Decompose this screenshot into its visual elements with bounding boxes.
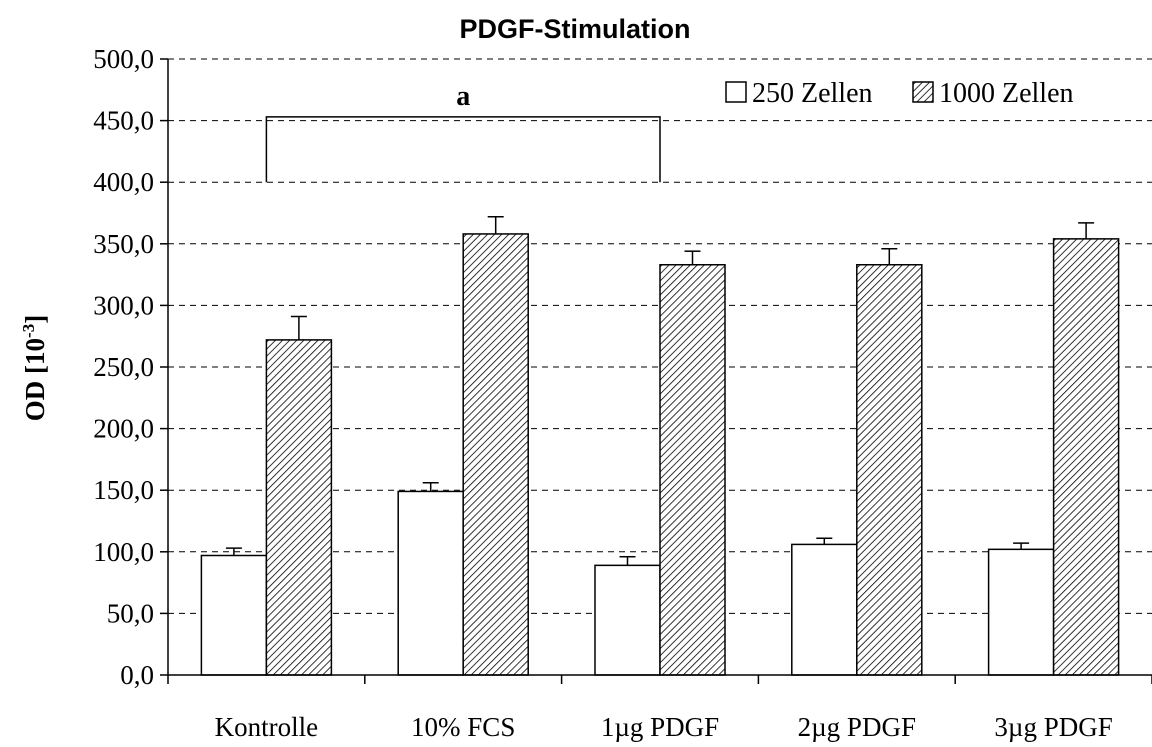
y-axis-label: OD [10-3]: [19, 315, 50, 421]
legend-swatch-250-zellen: [725, 81, 747, 103]
bar-250-zellen: [397, 490, 464, 676]
y-tick-label: 100,0: [93, 537, 154, 567]
significance-bracket: a: [265, 81, 661, 183]
y-tick-label: 250,0: [93, 352, 154, 382]
y-tick-label: 300,0: [93, 290, 154, 320]
bar-1000-zellen: [856, 263, 923, 676]
x-category-label: 3µg PDGF: [994, 712, 1112, 742]
significance-label: a: [456, 81, 470, 112]
bar-250-zellen: [594, 564, 661, 676]
y-axis-label-superscript: -3: [19, 324, 38, 338]
x-category-label: 10% FCS: [411, 712, 515, 742]
x-category-label: 1µg PDGF: [601, 712, 719, 742]
bar-250-zellen: [791, 543, 858, 676]
legend: 250 Zellen 1000 Zellen: [725, 78, 1074, 109]
y-tick-label: 200,0: [93, 414, 154, 444]
bar-1000-zellen: [462, 233, 529, 676]
y-tick-label: 0,0: [120, 660, 154, 690]
legend-label-1000-zellen: 1000 Zellen: [939, 78, 1074, 109]
x-axis-ticks: Kontrolle 10% FCS 1µg PDGF 2µg PDGF 3µg PDGF: [167, 675, 1152, 742]
chart-title: PDGF-Stimulation: [460, 14, 691, 44]
legend-label-250-zellen: 250 Zellen: [752, 78, 873, 109]
bar-1000-zellen: [265, 339, 333, 676]
bar-250-zellen: [200, 554, 268, 676]
y-axis-ticks: 0,0 50,0 100,0 150,0 200,0 250,0 300,0 350,0 400…: [93, 44, 168, 690]
y-axis-label-end: ]: [20, 315, 50, 324]
bracket-line: [265, 116, 661, 183]
y-tick-label: 500,0: [93, 44, 154, 74]
y-tick-label: 150,0: [93, 475, 154, 505]
x-category-label: Kontrolle: [215, 712, 318, 742]
bars: [200, 215, 1120, 676]
y-tick-label: 400,0: [93, 167, 154, 197]
bar-1000-zellen: [659, 263, 726, 676]
y-tick-label: 350,0: [93, 229, 154, 259]
y-tick-label: 450,0: [93, 106, 154, 136]
x-category-label: 2µg PDGF: [798, 712, 916, 742]
bar-1000-zellen: [1052, 238, 1120, 676]
legend-swatch-1000-zellen: [912, 81, 934, 103]
y-axis-label-text: OD [10: [20, 338, 50, 421]
bar-250-zellen: [987, 548, 1055, 676]
y-tick-label: 50,0: [107, 598, 154, 628]
